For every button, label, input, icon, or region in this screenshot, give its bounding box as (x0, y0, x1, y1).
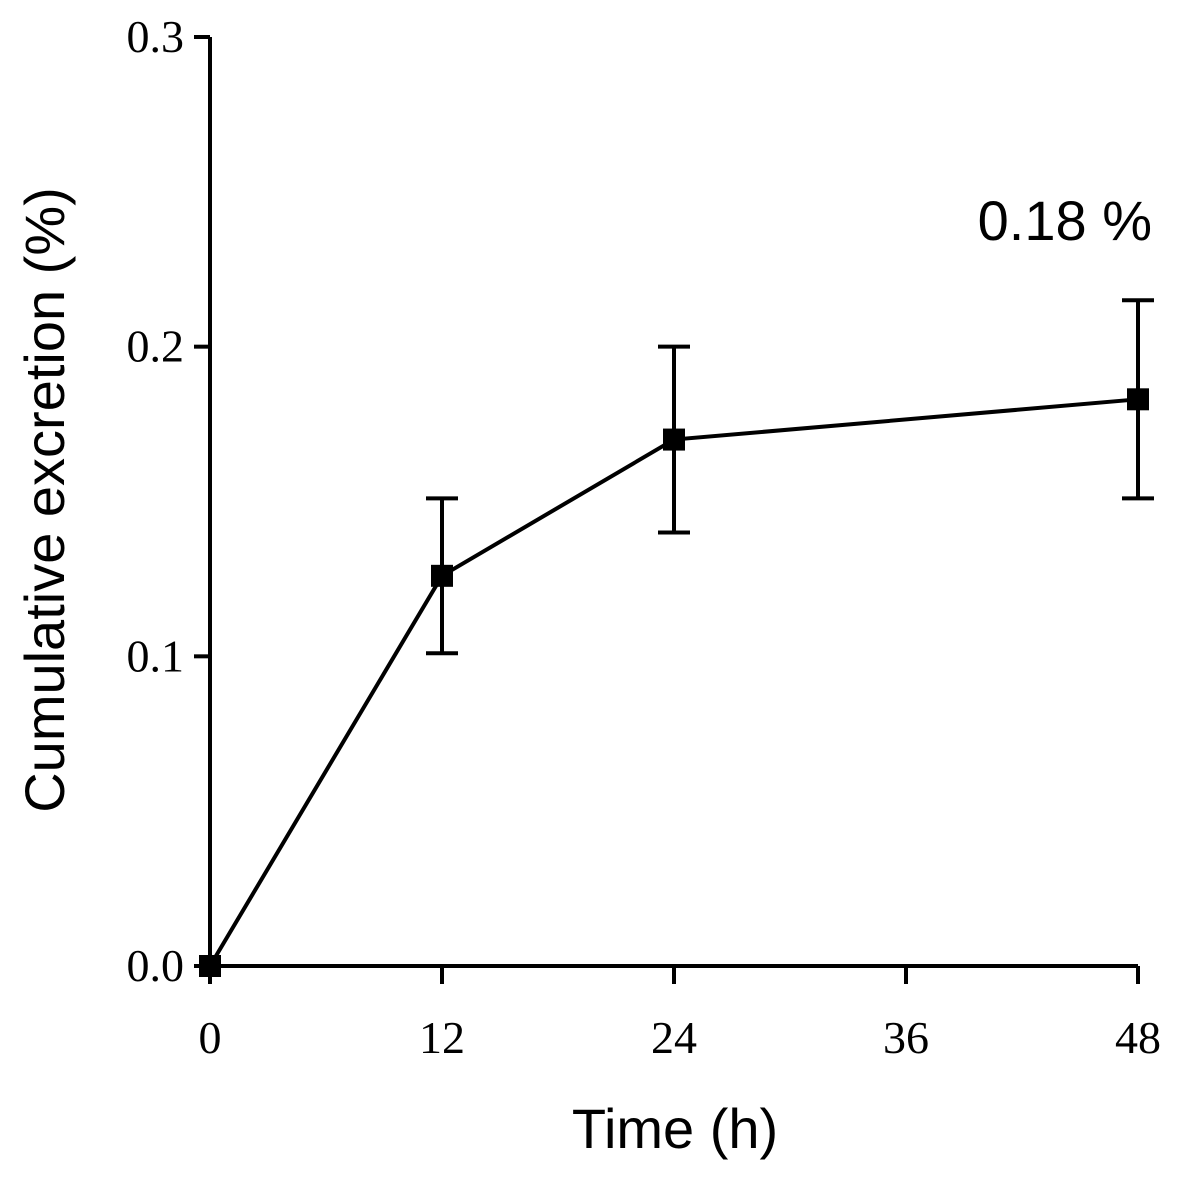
data-point (199, 955, 221, 977)
y-ticks: 0.0 0.1 0.2 0.3 (127, 11, 210, 991)
data-point (663, 428, 685, 451)
annotation-layer: 0.18 % (978, 189, 1152, 252)
series-line (208, 397, 1139, 968)
x-tick-label: 24 (651, 1012, 697, 1063)
x-tick-label: 0 (199, 1012, 222, 1063)
series-layer (199, 298, 1154, 977)
x-tick-label: 48 (1115, 1012, 1161, 1063)
x-tick-label: 36 (883, 1012, 929, 1063)
y-axis-title: Cumulative excretion (%) (13, 187, 76, 813)
x-tick-label: 12 (419, 1012, 465, 1063)
y-tick-label: 0.0 (127, 940, 185, 991)
x-ticks: 0 12 24 36 48 (199, 966, 1161, 1063)
annotation-label: 0.18 % (978, 189, 1152, 252)
y-tick-label: 0.1 (127, 630, 185, 681)
data-point (1127, 388, 1149, 411)
y-tick-label: 0.3 (127, 11, 185, 62)
data-point (431, 564, 453, 587)
y-tick-label: 0.2 (127, 321, 185, 372)
x-axis-title: Time (h) (572, 1097, 778, 1160)
